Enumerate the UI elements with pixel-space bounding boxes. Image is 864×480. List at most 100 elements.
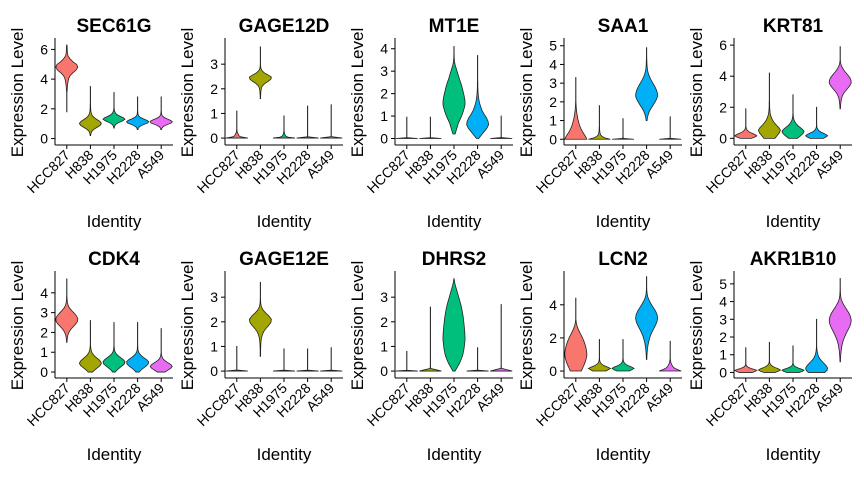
y-tick-label: 1 — [210, 105, 218, 121]
violin-h838 — [757, 341, 782, 373]
panel-lcn2: LCN2024HCC827H838H1975H2228A549IdentityE… — [517, 249, 682, 464]
y-tick-label: 0 — [719, 364, 727, 380]
violin-a549 — [828, 46, 852, 110]
violin-h2228 — [466, 347, 489, 372]
y-tick-label: 1 — [210, 338, 218, 354]
x-tick-label: A549 — [133, 147, 168, 182]
x-axis-title: Identity — [257, 212, 312, 231]
violin-h838 — [78, 320, 102, 373]
y-tick-label: 3 — [719, 311, 727, 327]
x-tick-label: A549 — [642, 147, 677, 182]
y-tick-label: 4 — [719, 294, 727, 310]
panel-mt1e: MT1E01234HCC827H838H1975H2228A549Identit… — [348, 16, 513, 231]
panel-dhrs2: DHRS20123HCC827H838H1975H2228A549Identit… — [348, 249, 513, 464]
x-tick-label: A549 — [812, 147, 847, 182]
panel-sec61g: SEC61G0246HCC827H838H1975H2228A549Identi… — [8, 16, 173, 231]
y-tick-label: 2 — [210, 314, 218, 330]
y-tick-label: 2 — [719, 99, 727, 115]
y-tick-label: 3 — [380, 289, 388, 305]
x-axis-title: Identity — [87, 212, 142, 231]
violin-h1975 — [102, 92, 126, 129]
y-tick-label: 2 — [719, 329, 727, 345]
violin-hcc827 — [734, 108, 758, 139]
violin-hcc827 — [564, 297, 588, 372]
violin-h1975 — [781, 94, 805, 139]
panel-title: MT1E — [429, 16, 480, 37]
violin-a549 — [828, 278, 852, 363]
violin-h1975 — [442, 278, 466, 372]
violin-h2228 — [635, 276, 659, 360]
y-tick-label: 6 — [40, 41, 48, 57]
y-tick-label: 1 — [380, 338, 388, 354]
violin-h1975 — [781, 345, 805, 373]
panel-title: SAA1 — [598, 16, 649, 37]
y-tick-label: 5 — [719, 276, 727, 292]
violin-h838 — [78, 86, 102, 136]
y-tick-label: 2 — [40, 324, 48, 340]
y-tick-label: 5 — [549, 38, 557, 54]
panel-gage12d: GAGE12D0123HCC827H838H1975H2228A549Ident… — [178, 16, 343, 231]
panel-title: GAGE12D — [239, 16, 330, 37]
violin-h2228 — [126, 322, 150, 373]
violin-h2228 — [466, 55, 490, 139]
y-tick-label: 4 — [380, 41, 388, 57]
x-tick-label: A549 — [642, 380, 677, 415]
panel-cdk4: CDK401234HCC827H838H1975H2228A549Identit… — [8, 249, 173, 464]
violin-h838 — [587, 339, 612, 372]
violin-a549 — [149, 328, 173, 373]
violin-h2228 — [805, 318, 829, 373]
violin-a549 — [320, 347, 343, 372]
violin-h838 — [248, 46, 272, 100]
violin-a549 — [659, 340, 682, 372]
y-tick-label: 0 — [719, 130, 727, 146]
y-tick-label: 0 — [380, 363, 388, 379]
violin-h1975 — [102, 322, 126, 373]
y-tick-label: 3 — [549, 75, 557, 91]
panel-krt81: KRT810246HCC827H838H1975H2228A549Identit… — [687, 16, 852, 231]
y-axis-title: Expression Level — [348, 261, 367, 390]
violin-h838 — [419, 306, 442, 372]
x-tick-label: A549 — [303, 147, 338, 182]
y-tick-label: 2 — [380, 314, 388, 330]
violin-hcc827 — [225, 346, 248, 372]
violin-hcc827 — [55, 44, 79, 113]
violin-h838 — [757, 72, 781, 139]
x-axis-title: Identity — [257, 445, 312, 464]
x-tick-label: A549 — [473, 147, 508, 182]
violin-a549 — [149, 96, 173, 131]
y-tick-label: 4 — [549, 297, 557, 313]
y-tick-label: 3 — [210, 56, 218, 72]
violin-h1975 — [442, 46, 466, 135]
y-tick-label: 4 — [549, 56, 557, 72]
violin-a549 — [659, 116, 682, 140]
y-tick-label: 2 — [210, 81, 218, 97]
violin-h1975 — [611, 118, 635, 140]
violin-a549 — [320, 104, 343, 139]
x-axis-title: Identity — [596, 212, 651, 231]
panel-title: LCN2 — [598, 249, 648, 270]
x-axis-title: Identity — [766, 212, 821, 231]
y-tick-label: 3 — [40, 305, 48, 321]
y-tick-label: 1 — [549, 113, 557, 129]
y-tick-label: 3 — [380, 63, 388, 79]
y-tick-label: 0 — [40, 364, 48, 380]
violin-hcc827 — [733, 347, 758, 373]
y-axis-title: Expression Level — [8, 261, 27, 390]
violin-hcc827 — [564, 77, 588, 140]
y-tick-label: 0 — [380, 131, 388, 147]
panel-title: DHRS2 — [422, 249, 486, 270]
y-tick-label: 0 — [549, 363, 557, 379]
panel-gage12e: GAGE12E0123HCC827H838H1975H2228A549Ident… — [178, 249, 343, 464]
y-axis-title: Expression Level — [517, 261, 536, 390]
x-tick-label: A549 — [812, 380, 847, 415]
violin-h2228 — [635, 47, 659, 121]
violin-hcc827 — [225, 110, 248, 139]
x-tick-label: A549 — [473, 380, 508, 415]
y-tick-label: 1 — [380, 108, 388, 124]
panel-title: KRT81 — [763, 16, 824, 37]
x-tick-label: A549 — [133, 380, 168, 415]
violin-h838 — [588, 105, 611, 140]
violin-h1975 — [611, 339, 635, 372]
violin-h1975 — [272, 348, 296, 372]
y-axis-title: Expression Level — [348, 28, 367, 157]
